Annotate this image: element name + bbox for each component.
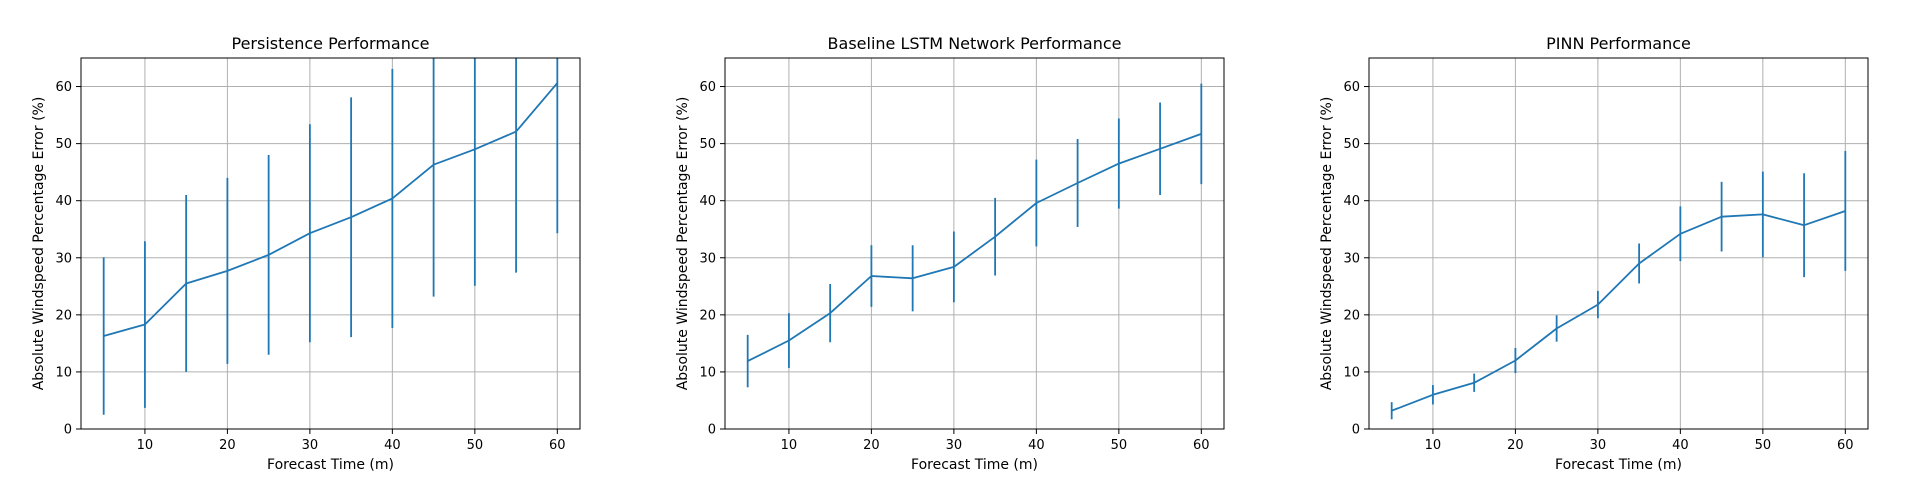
y-tick-label: 40: [1343, 194, 1360, 209]
grid: [725, 58, 1224, 430]
y-tick-label: 50: [699, 137, 716, 152]
y-tick-label: 10: [699, 365, 716, 380]
y-tick-label: 20: [55, 308, 72, 323]
x-tick-label: 60: [1193, 438, 1210, 453]
y-tick-label: 60: [55, 80, 72, 95]
x-tick-label: 30: [302, 438, 319, 453]
y-tick-label: 60: [699, 80, 716, 95]
y-tick-label: 40: [699, 194, 716, 209]
x-axis-label: Forecast Time (m): [267, 457, 394, 473]
y-tick-label: 50: [55, 137, 72, 152]
y-tick-label: 60: [1343, 80, 1360, 95]
y-axis-label: Absolute Windspeed Percentage Error (%): [675, 97, 691, 391]
y-tick-label: 0: [708, 423, 716, 438]
x-axis-label: Forecast Time (m): [911, 457, 1038, 473]
x-tick-label: 10: [137, 438, 154, 453]
x-tick-label: 10: [781, 438, 798, 453]
series-line: [103, 82, 558, 337]
series-line: [1391, 210, 1846, 412]
y-tick-label: 30: [1343, 251, 1360, 266]
y-tick-label: 30: [699, 251, 716, 266]
x-tick-label: 50: [1755, 438, 1772, 453]
series-line: [747, 133, 1202, 362]
y-tick-label: 10: [1343, 365, 1360, 380]
x-tick-label: 30: [1590, 438, 1607, 453]
x-tick-label: 40: [384, 438, 401, 453]
x-tick-label: 10: [1425, 438, 1442, 453]
y-axis-label: Absolute Windspeed Percentage Error (%): [31, 97, 47, 391]
x-tick-label: 20: [1507, 438, 1524, 453]
grid: [1369, 58, 1868, 430]
panel-pinn: PINN Performance Forecast Time (m) Absol…: [1319, 34, 1869, 473]
y-tick-label: 20: [699, 308, 716, 323]
y-tick-label: 50: [1343, 137, 1360, 152]
grid: [81, 58, 580, 430]
x-axis-label: Forecast Time (m): [1555, 457, 1682, 473]
x-tick-label: 30: [946, 438, 963, 453]
x-tick-label: 50: [1111, 438, 1128, 453]
panel-baseline-lstm: Baseline LSTM Network Performance Foreca…: [675, 34, 1225, 473]
chart-title: Persistence Performance: [232, 34, 430, 53]
plot-frame: [1368, 57, 1869, 430]
y-axis-label: Absolute Windspeed Percentage Error (%): [1319, 97, 1335, 391]
x-tick-label: 40: [1028, 438, 1045, 453]
x-tick-label: 20: [219, 438, 236, 453]
x-tick-label: 60: [1837, 438, 1854, 453]
plot-frame: [80, 57, 581, 430]
x-tick-label: 50: [467, 438, 484, 453]
chart-title: Baseline LSTM Network Performance: [828, 34, 1122, 53]
x-tick-label: 20: [863, 438, 880, 453]
plot-frame: [724, 57, 1225, 430]
y-tick-label: 20: [1343, 308, 1360, 323]
chart-title: PINN Performance: [1546, 34, 1691, 53]
y-tick-label: 30: [55, 251, 72, 266]
y-tick-label: 10: [55, 365, 72, 380]
x-tick-label: 40: [1672, 438, 1689, 453]
y-tick-label: 0: [1352, 423, 1360, 438]
panel-persistence: Persistence Performance Forecast Time (m…: [31, 34, 581, 473]
y-tick-label: 0: [64, 423, 72, 438]
y-tick-label: 40: [55, 194, 72, 209]
x-tick-label: 60: [549, 438, 566, 453]
